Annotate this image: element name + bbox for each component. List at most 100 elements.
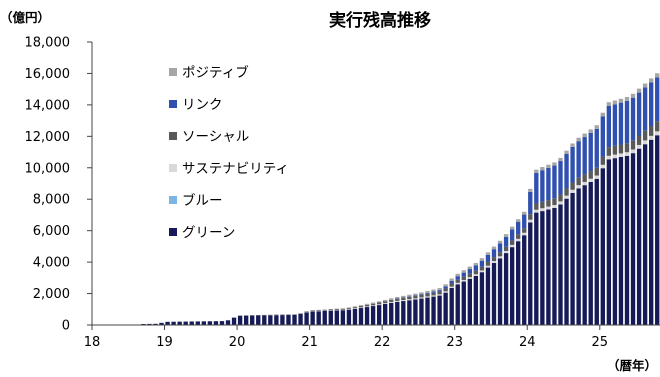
bar-segment-positive [449,278,454,281]
bar-segment-green [443,292,448,325]
bar-segment-positive [516,219,521,222]
bar-segment-social [546,200,551,207]
bar-segment-sustainable [534,209,539,213]
bar-segment-sustainable [376,304,382,306]
bar-segment-positive [618,98,624,103]
bar-segment-green [552,207,557,325]
bar-segment-link [606,106,612,148]
bar-segment-link [443,286,448,289]
bar-segment-sustainable [503,250,509,254]
bar-segment-social [449,283,454,287]
bar-segment-link [473,265,479,271]
bar-segment-positive [594,125,599,129]
bar-segment-social [346,308,352,310]
bar-segment-sustainable [552,204,557,208]
bar-segment-social [564,188,569,196]
bar-segment-green [540,211,545,325]
bar-segment-green [159,322,164,325]
bar-segment-green [413,299,418,325]
bar-segment-sustainable [461,279,466,282]
bar-segment-positive [467,266,472,270]
bar-segment-positive [346,307,352,309]
bar-segment-social [540,201,545,209]
bar-segment-positive [352,306,358,308]
y-tick-label: 18,000 [25,36,71,51]
legend-label-social: ソーシャル [182,129,249,145]
bar-segment-positive [558,157,563,162]
bar-segment-sustainable [370,305,376,307]
bar-segment-link [522,214,527,229]
bar-segment-positive [340,308,346,309]
bar-segment-positive [419,292,424,295]
bar-segment-positive [540,167,545,171]
bar-segment-green [231,317,237,325]
bar-segment-positive [528,188,533,192]
bar-segment-social [594,167,599,176]
y-tick-label: 6,000 [33,224,70,239]
bar-segment-positive [376,301,382,303]
bar-segment-sustainable [358,307,364,309]
bar-segment-green [534,212,539,325]
bar-segment-green [189,321,194,325]
bar-segment-green [274,314,279,325]
bar-segment-sustainable [522,232,527,236]
bar-segment-sustainable [540,208,545,212]
bar-segment-positive [437,288,442,291]
bar-segment-sustainable [407,299,412,301]
chart-title: 実行残高推移 [329,10,431,31]
y-ticks: 0 2,000 4,000 6,000 8,000 10,000 12,000 14,000 1… [25,36,92,334]
bar-segment-link [491,249,497,258]
bar-segment-social [376,302,382,305]
bar-segment-sustainable [473,274,479,276]
bar-segment-green [594,178,599,325]
bar-segment-green [503,253,509,325]
bar-segment-sustainable [383,303,388,304]
bar-segment-green [558,204,563,325]
bar-segment-social [606,147,612,156]
bar-segment-green [334,310,339,325]
legend-swatch-social [169,132,177,140]
bar-segment-sustainable [389,301,394,303]
y-tick-label: 14,000 [25,98,71,113]
bar-segment-sustainable [455,282,460,285]
bar-segment-social [600,156,605,165]
bar-segment-green [618,156,624,325]
y-tick-label: 0 [62,319,70,334]
bar-segment-green [370,306,376,325]
bar-segment-sustainable [606,155,612,160]
bar-segment-green [419,298,424,325]
bar-segment-green [352,308,358,325]
bar-segment-link [485,254,491,262]
bar-segment-green [383,303,388,325]
bar-segment-positive [503,234,509,237]
bar-segment-sustainable [352,308,358,309]
bar-segment-positive [582,133,587,138]
bar-segment-positive [455,273,460,277]
bar-segment-positive [328,309,333,310]
bar-segment-social [352,307,358,309]
bar-segment-positive [364,303,370,305]
bar-segment-social [497,252,503,257]
bar-segment-link [649,82,654,126]
bar-segment-sustainable [364,306,370,308]
bar-segment-link [618,102,624,145]
bar-segment-social [479,266,485,271]
bar-segment-link [594,128,599,168]
bar-segment-green [570,192,575,325]
bar-segment-social [624,143,630,153]
bar-segment-green [262,315,267,325]
bar-segment-green [588,181,593,325]
bar-segment-link [600,116,605,157]
bar-segment-green [606,159,612,325]
bar-segment-green [304,312,309,325]
bar-segment-sustainable [612,154,618,159]
bar-segment-link [455,276,460,280]
bar-segment-green [268,315,273,325]
bar-segment-positive [649,78,654,83]
bar-segment-green [286,314,291,325]
bar-segment-sustainable [467,277,472,279]
bar-segment-link [528,191,533,215]
bar-segment-positive [522,211,527,215]
bar-segment-link [419,294,424,296]
bar-segment-green [243,315,249,325]
